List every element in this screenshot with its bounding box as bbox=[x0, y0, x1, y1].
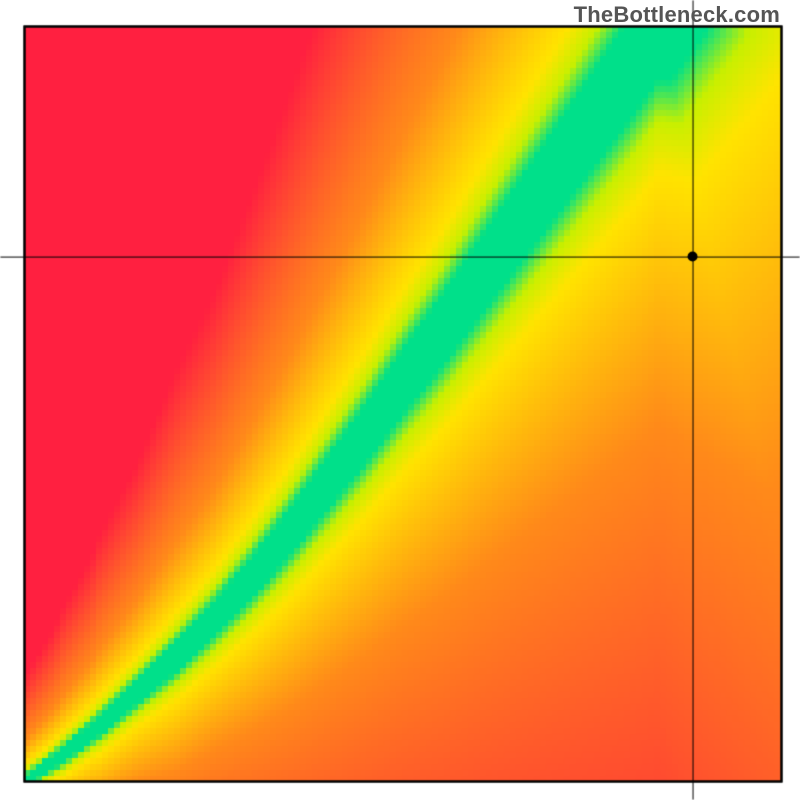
chart-container: TheBottleneck.com bbox=[0, 0, 800, 800]
watermark-text: TheBottleneck.com bbox=[574, 2, 780, 28]
bottleneck-heatmap bbox=[0, 0, 800, 800]
